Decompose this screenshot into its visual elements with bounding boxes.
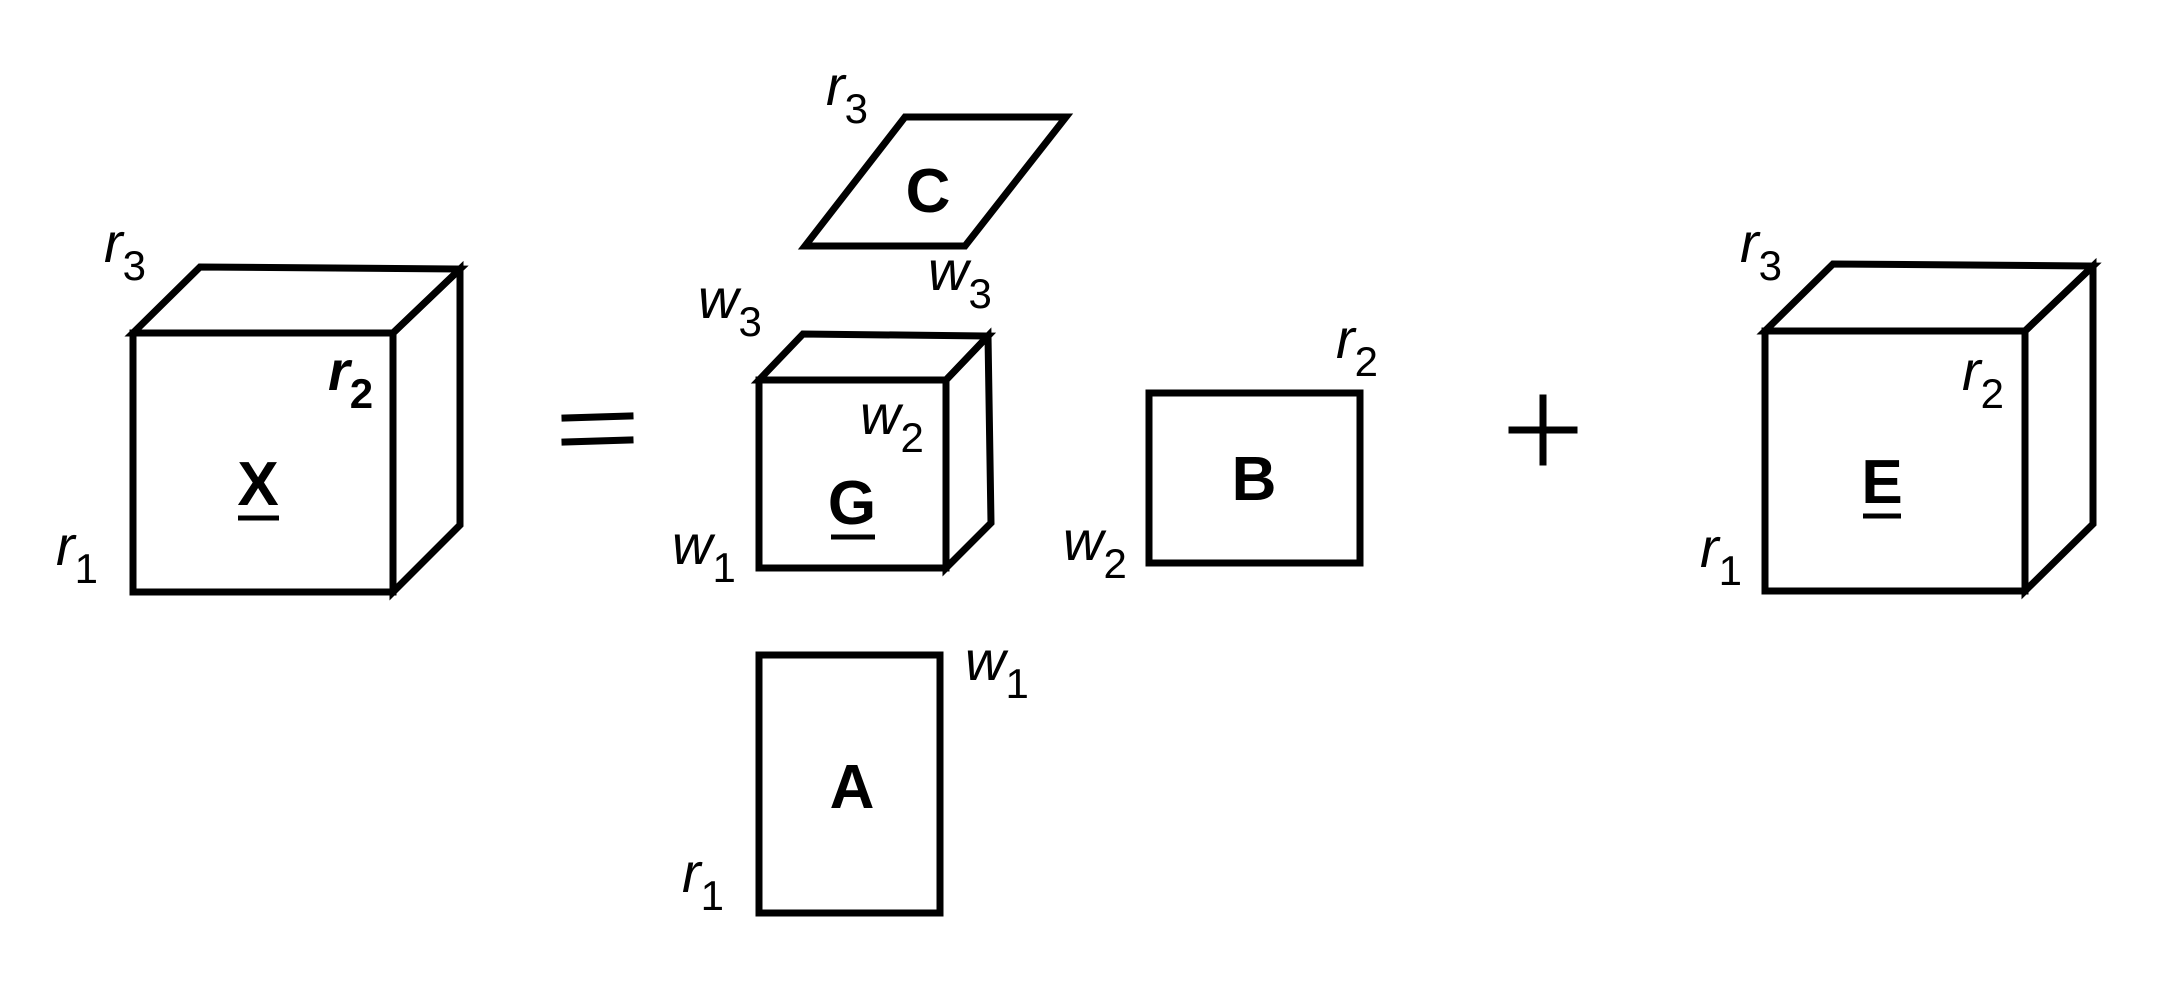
core-g-dim2-label: w2 <box>860 383 924 461</box>
matrix-c: C r3 w3 <box>797 54 1074 317</box>
matrix-b-name: B <box>1232 445 1277 514</box>
tensor-x: X r1 r2 r3 <box>56 211 469 601</box>
tensor-e: E r1 r2 r3 <box>1700 211 2102 600</box>
equals-sign: = <box>561 412 634 446</box>
tensor-e-name: E <box>1861 448 1902 517</box>
matrix-a-rows-label: r1 <box>682 841 724 919</box>
matrix-a-rect <box>755 651 944 917</box>
core-tensor-g: G w1 w2 w3 <box>672 267 997 591</box>
equals-bottom-bar <box>561 436 634 446</box>
matrix-c-parallelogram <box>797 113 1074 250</box>
tensor-x-dim3-label: r3 <box>104 211 146 289</box>
matrix-b: B w2 r2 <box>1063 307 1378 587</box>
tensor-e-dim3-label: r3 <box>1740 211 1782 289</box>
tensor-e-dim1-label: r1 <box>1700 516 1742 594</box>
equals-top-bar <box>561 412 634 422</box>
matrix-c-rows-label: r3 <box>826 54 868 132</box>
tensor-e-top-face <box>1756 260 2102 335</box>
tensor-e-dim2-label: r2 <box>1962 339 2004 417</box>
tensor-x-top-face <box>124 263 469 337</box>
matrix-b-rect <box>1145 389 1364 567</box>
matrix-b-cols-label: r2 <box>1336 307 1378 385</box>
tensor-x-dim2-label: r2 <box>328 339 373 417</box>
tensor-x-side-face <box>389 260 464 601</box>
tensor-x-name: X <box>237 450 278 519</box>
core-g-dim3-label: w3 <box>698 267 762 345</box>
core-g-dim1-label: w1 <box>672 513 736 591</box>
matrix-a: A r1 w1 <box>682 629 1029 919</box>
matrix-a-cols-label: w1 <box>965 629 1029 707</box>
plus-sign: + <box>1508 394 1578 466</box>
matrix-c-cols-label: w3 <box>928 239 992 317</box>
core-g-name: G <box>828 469 876 538</box>
matrix-c-name: C <box>906 157 951 226</box>
core-g-side-face <box>942 327 995 577</box>
tensor-x-dim1-label: r1 <box>56 514 98 592</box>
matrix-a-name: A <box>830 753 875 822</box>
tensor-e-side-face <box>2021 257 2097 600</box>
matrix-b-rows-label: w2 <box>1063 509 1127 587</box>
